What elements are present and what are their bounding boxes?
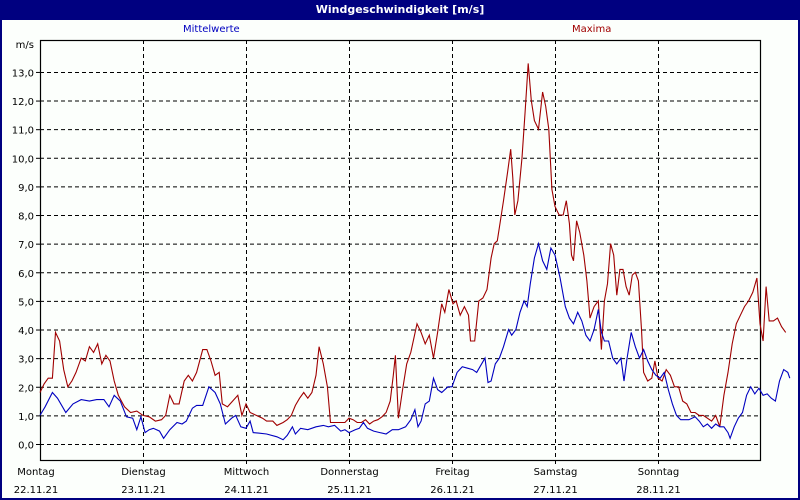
plot-frame bbox=[39, 39, 762, 462]
y-tick-label: 11,0 bbox=[12, 126, 34, 137]
x-day-label: Mittwoch bbox=[224, 467, 269, 478]
y-tick-label: 4,0 bbox=[18, 326, 34, 337]
y-tick-label: 7,0 bbox=[18, 240, 34, 251]
y-tick-label: 13,0 bbox=[12, 68, 34, 79]
window-title: Windgeschwindigkeit [m/s] bbox=[0, 0, 800, 20]
x-day-label: Donnerstag bbox=[320, 467, 378, 478]
x-day-label: Samstag bbox=[534, 467, 578, 478]
y-tick-label: 2,0 bbox=[18, 383, 34, 394]
x-date-label: 27.11.21 bbox=[533, 485, 578, 496]
x-date-label: 25.11.21 bbox=[327, 485, 372, 496]
y-tick-label: 0,0 bbox=[18, 441, 34, 452]
y-tick-label: 9,0 bbox=[18, 183, 34, 194]
y-tick-label: 1,0 bbox=[18, 412, 34, 423]
y-tick-label: 12,0 bbox=[12, 97, 34, 108]
x-day-label: Freitag bbox=[435, 467, 469, 478]
y-tick-label: 5,0 bbox=[18, 297, 34, 308]
x-date-label: 22.11.21 bbox=[14, 485, 59, 496]
y-tick-label: 3,0 bbox=[18, 355, 34, 366]
y-tick-label: 6,0 bbox=[18, 269, 34, 280]
legend-maxima: Maxima bbox=[572, 24, 612, 35]
y-tick-label: 10,0 bbox=[12, 154, 34, 165]
x-date-label: 24.11.21 bbox=[224, 485, 269, 496]
legend-mittelwerte: Mittelwerte bbox=[183, 24, 240, 35]
y-axis-unit: m/s bbox=[16, 40, 34, 51]
x-day-label: Sonntag bbox=[638, 467, 680, 478]
x-day-label: Montag bbox=[17, 467, 54, 478]
x-date-label: 28.11.21 bbox=[636, 485, 681, 496]
series-mittelwerte bbox=[39, 241, 791, 441]
x-date-label: 26.11.21 bbox=[430, 485, 475, 496]
series-maxima bbox=[39, 63, 787, 427]
x-day-label: Dienstag bbox=[121, 467, 166, 478]
x-date-label: 23.11.21 bbox=[121, 485, 166, 496]
y-tick-label: 8,0 bbox=[18, 212, 34, 223]
